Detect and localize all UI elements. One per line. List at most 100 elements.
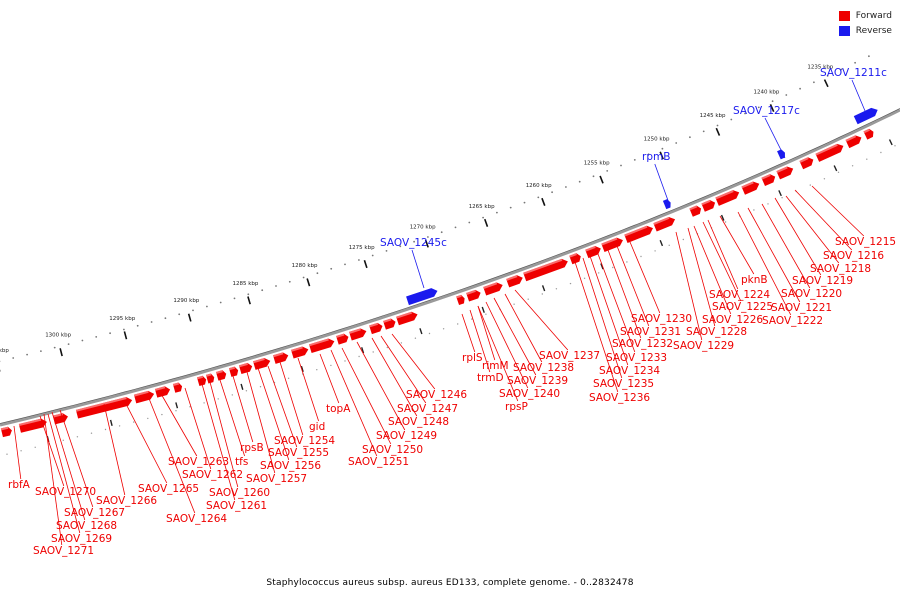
forward-gene-block[interactable] (396, 310, 419, 326)
forward-gene-block[interactable] (653, 215, 676, 232)
gene-label-saov-1215[interactable]: SAOV_1215 (835, 236, 896, 248)
forward-gene-block[interactable] (815, 142, 845, 162)
forward-gene-block[interactable] (483, 281, 504, 296)
forward-gene-block[interactable] (228, 366, 239, 377)
gene-label-saov-1239[interactable]: SAOV_1239 (507, 375, 568, 387)
forward-gene-block[interactable] (466, 289, 482, 302)
forward-gene-block[interactable] (715, 188, 741, 206)
gene-label-saov-1264[interactable]: SAOV_1264 (166, 513, 227, 525)
forward-gene-block[interactable] (569, 252, 582, 265)
gene-label-saov-1218[interactable]: SAOV_1218 (810, 263, 871, 275)
forward-gene-block[interactable] (75, 396, 133, 419)
gene-label-saov-1216[interactable]: SAOV_1216 (823, 250, 884, 262)
gene-label-gid[interactable]: gid (309, 421, 325, 433)
forward-gene-block[interactable] (369, 322, 384, 335)
reverse-gene-block-saov-1217c[interactable] (777, 149, 787, 160)
gene-label-trmd[interactable]: trmD (477, 372, 504, 384)
forward-gene-block[interactable] (308, 337, 336, 354)
gene-label-saov-1237[interactable]: SAOV_1237 (539, 350, 600, 362)
forward-gene-block[interactable] (0, 426, 13, 438)
gene-label-saov-1260[interactable]: SAOV_1260 (209, 487, 270, 499)
forward-gene-block[interactable] (154, 385, 171, 398)
gene-label-saov-1217c[interactable]: SAOV_1217c (733, 105, 800, 117)
forward-gene-block[interactable] (172, 382, 183, 393)
gene-label-saov-1240[interactable]: SAOV_1240 (499, 388, 560, 400)
gene-label-saov-1221[interactable]: SAOV_1221 (771, 302, 832, 314)
gene-label-saov-1245c[interactable]: SAOV_1245c (380, 237, 447, 249)
gene-label-saov-1249[interactable]: SAOV_1249 (376, 430, 437, 442)
gene-label-saov-1255[interactable]: SAOV_1255 (268, 447, 329, 459)
forward-gene-block[interactable] (336, 333, 350, 345)
gene-label-saov-1222[interactable]: SAOV_1222 (762, 315, 823, 327)
gene-label-saov-1236[interactable]: SAOV_1236 (589, 392, 650, 404)
forward-gene-block[interactable] (689, 204, 702, 217)
gene-label-saov-1220[interactable]: SAOV_1220 (781, 288, 842, 300)
gene-label-saov-1256[interactable]: SAOV_1256 (260, 460, 321, 472)
gene-label-saov-1267[interactable]: SAOV_1267 (64, 507, 125, 519)
gene-label-saov-1211c[interactable]: SAOV_1211c (820, 67, 887, 79)
gene-label-rpsp[interactable]: rpsP (505, 401, 528, 413)
gene-label-saov-1225[interactable]: SAOV_1225 (712, 301, 773, 313)
gene-label-saov-1265[interactable]: SAOV_1265 (138, 483, 199, 495)
forward-gene-block[interactable] (761, 173, 777, 187)
gene-label-saov-1233[interactable]: SAOV_1233 (606, 352, 667, 364)
gene-label-saov-1257[interactable]: SAOV_1257 (246, 473, 307, 485)
gene-label-saov-1271[interactable]: SAOV_1271 (33, 545, 94, 557)
forward-gene-block[interactable] (383, 317, 397, 330)
forward-gene-block[interactable] (601, 236, 624, 252)
gene-label-saov-1228[interactable]: SAOV_1228 (686, 326, 747, 338)
forward-gene-block[interactable] (133, 390, 155, 404)
forward-gene-block[interactable] (238, 362, 254, 375)
forward-gene-block[interactable] (585, 244, 602, 259)
forward-gene-block[interactable] (18, 417, 48, 433)
gene-label-saov-1219[interactable]: SAOV_1219 (792, 275, 853, 287)
gene-label-saov-1234[interactable]: SAOV_1234 (599, 365, 660, 377)
gene-label-saov-1261[interactable]: SAOV_1261 (206, 500, 267, 512)
forward-gene-block[interactable] (799, 156, 815, 170)
gene-label-saov-1246[interactable]: SAOV_1246 (406, 389, 467, 401)
forward-gene-block[interactable] (349, 327, 368, 341)
gene-label-rpsb[interactable]: rpsB (240, 442, 264, 454)
gene-label-saov-1238[interactable]: SAOV_1238 (513, 362, 574, 374)
forward-gene-block[interactable] (624, 224, 654, 243)
gene-label-saov-1224[interactable]: SAOV_1224 (709, 289, 770, 301)
gene-label-saov-1232[interactable]: SAOV_1232 (612, 338, 673, 350)
forward-gene-block[interactable] (253, 357, 272, 370)
forward-gene-block[interactable] (215, 369, 228, 381)
gene-label-saov-1230[interactable]: SAOV_1230 (631, 313, 692, 325)
reverse-gene-block-saov-1245c[interactable] (406, 287, 439, 306)
gene-label-saov-1254[interactable]: SAOV_1254 (274, 435, 335, 447)
gene-label-rpmb[interactable]: rpmB (642, 151, 670, 163)
reverse-gene-block-saov-1211c[interactable] (853, 106, 880, 125)
forward-gene-block[interactable] (776, 165, 795, 180)
gene-label-rimm[interactable]: rimM (482, 360, 509, 372)
forward-gene-block[interactable] (273, 351, 290, 364)
forward-gene-block[interactable] (506, 274, 524, 288)
forward-gene-block[interactable] (863, 128, 875, 140)
gene-label-saov-1247[interactable]: SAOV_1247 (397, 403, 458, 415)
gene-label-saov-1248[interactable]: SAOV_1248 (388, 416, 449, 428)
gene-label-saov-1235[interactable]: SAOV_1235 (593, 378, 654, 390)
forward-gene-block[interactable] (456, 294, 466, 306)
forward-gene-block[interactable] (741, 180, 761, 195)
gene-label-saov-1231[interactable]: SAOV_1231 (620, 326, 681, 338)
gene-label-saov-1262[interactable]: SAOV_1262 (182, 469, 243, 481)
forward-gene-block[interactable] (701, 198, 716, 212)
gene-label-saov-1229[interactable]: SAOV_1229 (673, 340, 734, 352)
gene-label-rbfa[interactable]: rbfA (8, 479, 31, 491)
forward-gene-block[interactable] (290, 345, 310, 359)
gene-label-saov-1251[interactable]: SAOV_1251 (348, 456, 409, 468)
gene-label-saov-1266[interactable]: SAOV_1266 (96, 495, 157, 507)
forward-gene-block[interactable] (196, 375, 207, 387)
gene-label-pknb[interactable]: pknB (741, 274, 768, 286)
gene-label-topa[interactable]: topA (326, 403, 351, 415)
forward-gene-block[interactable] (523, 257, 569, 282)
gene-label-rpls[interactable]: rplS (462, 352, 483, 364)
gene-label-saov-1268[interactable]: SAOV_1268 (56, 520, 117, 532)
gene-label-saov-1226[interactable]: SAOV_1226 (702, 314, 763, 326)
forward-gene-block[interactable] (205, 373, 215, 384)
gene-label-saov-1269[interactable]: SAOV_1269 (51, 533, 112, 545)
gene-label-saov-1270[interactable]: SAOV_1270 (35, 486, 96, 498)
gene-label-tfs[interactable]: tfs (235, 456, 248, 468)
forward-gene-block[interactable] (845, 133, 863, 149)
